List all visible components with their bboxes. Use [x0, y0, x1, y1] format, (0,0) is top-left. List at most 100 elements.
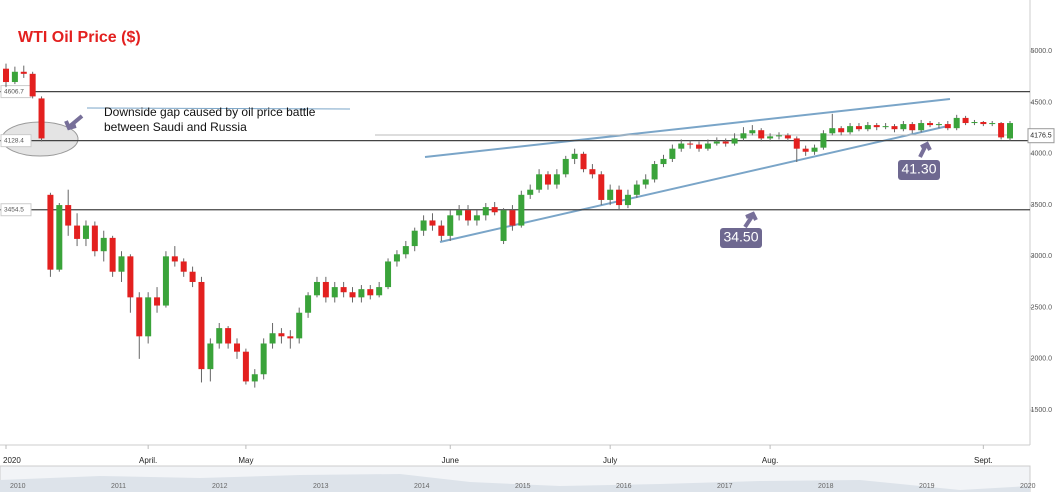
- arrow: [64, 114, 84, 131]
- candle-body: [900, 124, 907, 130]
- candle-body: [127, 256, 134, 298]
- candle-body: [855, 126, 862, 130]
- candle-body: [491, 207, 498, 213]
- trend-lines: [424, 98, 951, 243]
- level-label: 3454.5: [4, 206, 24, 213]
- candle-body: [891, 126, 898, 130]
- candle-body: [740, 133, 747, 139]
- candle-body: [935, 124, 942, 126]
- candle-body: [811, 147, 818, 152]
- navigator-label: 2017: [717, 483, 733, 490]
- candle-body: [216, 328, 223, 344]
- candle-body: [287, 336, 294, 339]
- trend-line: [424, 98, 951, 158]
- candle-body: [696, 144, 703, 149]
- last-price-box: [1027, 128, 1055, 144]
- candle-body: [553, 174, 560, 185]
- candle-body: [154, 297, 161, 306]
- candle-body: [207, 343, 214, 370]
- candle-body: [882, 126, 889, 128]
- y-tick-label: 4500.0: [1031, 99, 1053, 106]
- trend-line: [439, 125, 949, 243]
- candle-body: [820, 133, 827, 148]
- candle-body: [411, 230, 418, 247]
- candle-body: [758, 130, 765, 139]
- candle-body: [109, 237, 116, 272]
- callout-box: [898, 160, 940, 180]
- candle-body: [713, 141, 720, 144]
- x-tick-label: Sept.: [974, 456, 993, 465]
- candle-body: [145, 297, 152, 337]
- candle-body: [669, 148, 676, 159]
- candle-body: [331, 287, 338, 298]
- candle-body: [313, 281, 320, 296]
- callout-box: [720, 228, 762, 248]
- candle-body: [847, 126, 854, 133]
- candle-body: [944, 124, 951, 129]
- candle-body: [56, 205, 63, 270]
- candle-body: [500, 210, 507, 241]
- navigator-area: [0, 474, 1030, 492]
- candle-body: [624, 194, 631, 206]
- candle-body: [749, 130, 756, 134]
- candle-body: [909, 124, 916, 131]
- candle-body: [580, 153, 587, 170]
- candle-body: [927, 123, 934, 126]
- candle-body: [349, 292, 356, 298]
- candle-body: [642, 179, 649, 185]
- x-tick-label: June: [442, 456, 460, 465]
- candle-body: [376, 287, 383, 296]
- navigator-label: 2018: [818, 483, 834, 490]
- candle-body: [784, 135, 791, 139]
- candle-body: [704, 143, 711, 149]
- plot: 1500.0 2000.0 2500.0 3000.0 3500.0 4000.0 4500…: [0, 48, 1055, 490]
- x-tick-label: Aug.: [762, 456, 778, 465]
- candle-body: [20, 71, 27, 74]
- candle-body: [162, 256, 169, 306]
- navigator-label: 2014: [414, 483, 430, 490]
- candle-body: [980, 122, 987, 125]
- candle-body: [65, 205, 72, 226]
- navigator-label: 2013: [313, 483, 329, 490]
- candle-body: [456, 210, 463, 216]
- y-tick-label: 2000.0: [1031, 356, 1053, 363]
- candle-body: [873, 125, 880, 128]
- candle-body: [234, 343, 241, 352]
- candle-body: [358, 289, 365, 298]
- candle-body: [3, 68, 9, 83]
- annotation-line: [86, 107, 351, 110]
- candle-body: [278, 333, 285, 337]
- level-label-box: [0, 203, 32, 217]
- candle-body: [589, 169, 596, 175]
- candle-body: [340, 287, 347, 293]
- y-tick-label: 3000.0: [1031, 253, 1053, 260]
- candle-body: [305, 295, 312, 313]
- candle-body: [829, 128, 836, 134]
- candle-body: [11, 71, 18, 83]
- candle-body: [225, 328, 232, 344]
- navigator-label: 2011: [111, 483, 126, 490]
- candle-body: [136, 297, 143, 337]
- candle-body: [118, 256, 125, 272]
- x-tick-label: 2020: [3, 456, 21, 465]
- candle-body: [775, 135, 782, 137]
- navigator-label: 2015: [515, 483, 531, 490]
- candle-body: [562, 158, 569, 175]
- candle-body: [393, 254, 400, 262]
- candle-body: [402, 246, 409, 255]
- candle-body: [251, 374, 258, 382]
- candle-body: [74, 225, 81, 239]
- candle-body: [429, 220, 436, 226]
- callout: 41.30: [901, 161, 936, 177]
- candle-body: [731, 138, 738, 144]
- y-tick-label: 4000.0: [1031, 151, 1053, 158]
- candle-body: [518, 194, 525, 226]
- navigator-label: 2020: [1020, 483, 1036, 490]
- level-label: 4128.4: [4, 137, 24, 144]
- candle-body: [465, 210, 472, 221]
- annotation-box: Downside gap caused by oil price battle …: [104, 105, 315, 134]
- arrow: [743, 211, 758, 229]
- candle-body: [367, 289, 374, 296]
- candle-body: [91, 225, 98, 252]
